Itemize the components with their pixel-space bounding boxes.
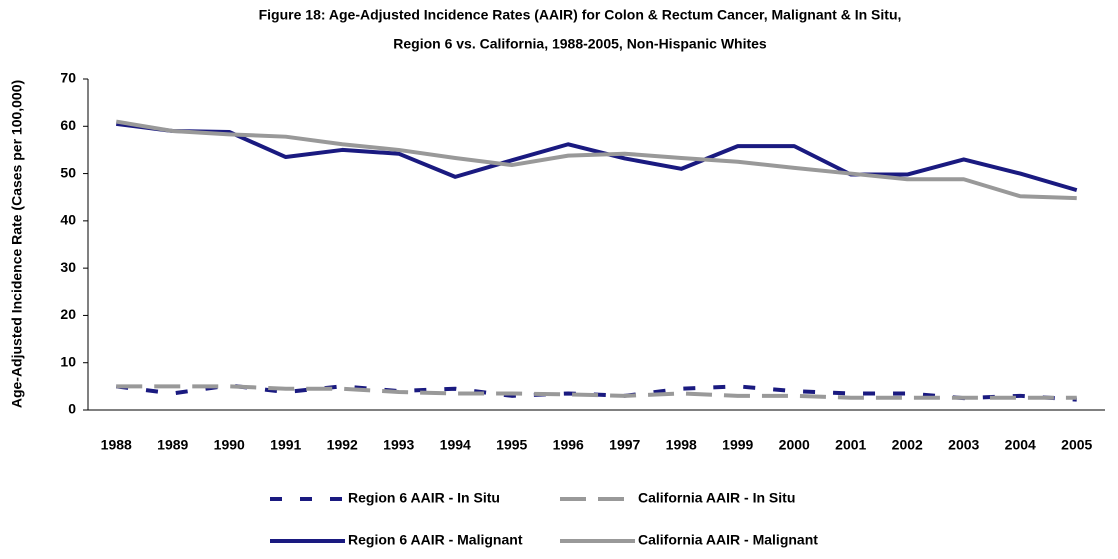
x-tick-label: 1991 [270, 437, 301, 453]
y-tick-label: 10 [60, 353, 76, 369]
x-tick-label: 1990 [214, 437, 245, 453]
x-tick-label: 1989 [157, 437, 188, 453]
x-tick-label: 1996 [553, 437, 584, 453]
legend-label: California AAIR - In Situ [638, 490, 795, 506]
x-tick-label: 1993 [383, 437, 414, 453]
x-tick-label: 1998 [666, 437, 697, 453]
series-line [115, 119, 1077, 201]
x-tick-label: 2004 [1005, 437, 1036, 453]
y-tick-label: 70 [60, 70, 76, 86]
y-tick-label: 0 [68, 401, 76, 417]
legend-label: California AAIR - Malignant [638, 532, 818, 548]
x-tick-label: 1999 [722, 437, 753, 453]
legend-label: Region 6 AAIR - Malignant [348, 532, 523, 548]
x-tick-label: 1994 [440, 437, 471, 453]
chart-subtitle: Region 6 vs. California, 1988-2005, Non-… [393, 36, 767, 52]
x-tick-label: 2001 [835, 437, 866, 453]
x-tick-label: 1995 [496, 437, 527, 453]
x-tick-label: 2000 [779, 437, 810, 453]
series-line [116, 121, 1078, 193]
series-line [116, 384, 1077, 400]
y-tick-label: 30 [60, 259, 76, 275]
x-tick-label: 1997 [609, 437, 640, 453]
y-tick-label: 50 [60, 164, 76, 180]
y-axis-label: Age-Adjusted Incidence Rate (Cases per 1… [9, 80, 25, 408]
x-tick-label: 1992 [327, 437, 358, 453]
chart-title: Figure 18: Age-Adjusted Incidence Rates … [259, 7, 902, 23]
x-tick-label: 2002 [892, 437, 923, 453]
x-tick-label: 2003 [948, 437, 979, 453]
y-tick-label: 40 [60, 212, 76, 228]
x-tick-label: 2005 [1061, 437, 1092, 453]
y-tick-label: 60 [60, 117, 76, 133]
y-tick-label: 20 [60, 306, 76, 322]
legend-label: Region 6 AAIR - In Situ [348, 490, 500, 506]
x-tick-label: 1988 [101, 437, 132, 453]
